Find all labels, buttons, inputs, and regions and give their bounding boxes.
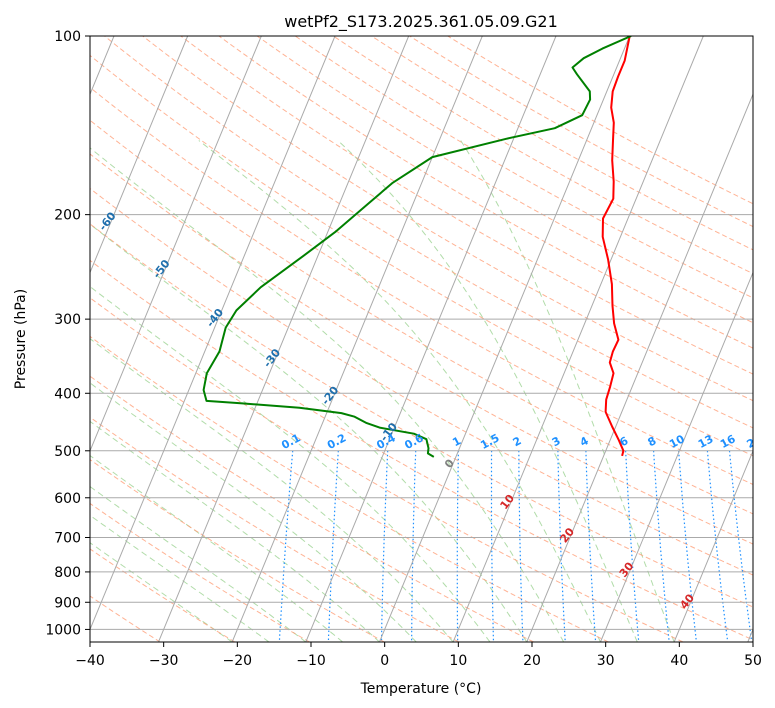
plot-frame: [89, 35, 754, 643]
x-tick-label: 50: [744, 653, 762, 669]
dry-adiabat: [104, 36, 753, 429]
dry-adiabat: [90, 297, 684, 642]
dry-adiabat: [333, 36, 753, 275]
isotherm-gridline: [379, 36, 631, 642]
isotherm-gridline: [452, 36, 704, 642]
dry-adiabat: [90, 259, 753, 641]
mixing-ratio-label: 10: [667, 432, 687, 451]
isotherm-gridline: [673, 449, 753, 642]
dry-adiabat: [90, 119, 753, 515]
x-axis-label: Temperature (°C): [360, 681, 482, 697]
dry-adiabat: [90, 54, 753, 457]
x-tick-label: 20: [523, 653, 541, 669]
mixing-ratio-label: 16: [718, 432, 738, 451]
mixing-ratio-label: 20: [745, 432, 765, 451]
isobar-gridlines: [90, 36, 753, 630]
dry-adiabat: [294, 36, 753, 299]
y-tick-label: 300: [54, 312, 81, 328]
mixing-ratio-line: [278, 450, 294, 642]
isotherm-gridline: [90, 36, 336, 631]
y-tick-label: 900: [54, 595, 81, 611]
dry-adiabat: [218, 36, 753, 349]
dry-adiabat: [90, 502, 310, 642]
y-tick-label: 500: [54, 444, 81, 460]
y-axis-label: Pressure (hPa): [13, 289, 29, 389]
dry-adiabat: [447, 36, 753, 205]
x-axis: −40 −30 −20 −10 0 10 20 30 40 50: [75, 642, 762, 669]
dry-adiabat: [90, 153, 753, 545]
chart-title: wetPf2_S173.2025.361.05.09.G21: [284, 12, 558, 32]
x-tick-label: −30: [149, 653, 179, 669]
x-tick-label: 30: [597, 653, 615, 669]
y-axis: 100 200 300 400 500 600 700 800 900 1000: [45, 29, 90, 638]
y-tick-label: 200: [54, 208, 81, 224]
isotherm-gridline: [600, 271, 753, 642]
x-tick-label: −40: [75, 653, 105, 669]
dry-adiabat: [90, 335, 609, 642]
mixing-ratio-line: [706, 450, 729, 642]
y-tick-label: 800: [54, 565, 81, 581]
x-tick-label: −20: [223, 653, 253, 669]
sounding-series: [202, 36, 632, 458]
mixing-ratio-label: 13: [696, 432, 716, 451]
dry-adiabat: [409, 36, 753, 228]
dry-adiabat: [90, 187, 753, 576]
isotherm-gridline: [90, 36, 262, 453]
y-tick-label: 700: [54, 531, 81, 547]
dry-adiabat: [180, 36, 753, 375]
dry-adiabat: [90, 223, 753, 608]
dry-adiabats: [90, 36, 753, 642]
dewpoint-line: [202, 36, 632, 458]
y-tick-label: 100: [54, 29, 81, 45]
isotherm-gridline: [526, 92, 753, 642]
dry-adiabat: [90, 86, 753, 486]
x-tick-label: −10: [296, 653, 326, 669]
mixing-ratio-lines: [278, 450, 753, 642]
temperature-line: [601, 36, 631, 457]
mixing-ratio-line: [728, 450, 753, 642]
plot-area: -100-90-80-70-60-50-40-30-20-10010203040…: [90, 36, 765, 642]
x-tick-label: 40: [670, 653, 688, 669]
isotherm-gridline: [90, 36, 189, 274]
y-tick-label: 400: [54, 386, 81, 402]
isotherm-gridline: [231, 36, 483, 642]
y-tick-label: 600: [54, 491, 81, 507]
x-tick-label: 10: [449, 653, 467, 669]
isotherm-gridline: [158, 36, 410, 642]
x-tick-label: 0: [380, 653, 389, 669]
y-tick-label: 1000: [45, 622, 81, 638]
